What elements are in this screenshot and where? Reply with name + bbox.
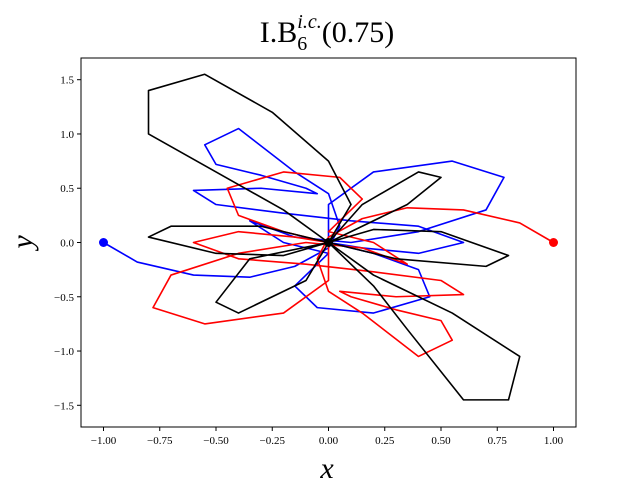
orbit-line: [152, 171, 554, 358]
x-tick-label: 1.00: [544, 435, 564, 447]
orbit-line: [147, 73, 521, 401]
start-point: [324, 238, 333, 247]
start-point: [99, 238, 108, 247]
plot-frame: [80, 57, 577, 428]
title-main: I.B: [260, 16, 298, 49]
x-tick-label: −0.25: [260, 435, 286, 447]
y-tick-label: 0.0: [60, 238, 74, 250]
chart-title: I.B6i.c.(0.75): [260, 11, 394, 55]
x-tick-label: 0.00: [319, 435, 339, 447]
x-axis-label: x: [319, 452, 334, 480]
x-tick-label: 0.50: [431, 435, 451, 447]
x-tick-label: 0.25: [375, 435, 395, 447]
y-tick-label: 1.5: [60, 75, 74, 87]
y-tick-label: −1.5: [54, 400, 74, 412]
y-tick-label: 0.5: [60, 183, 74, 195]
y-tick-label: −0.5: [54, 292, 74, 304]
x-tick-label: 0.75: [488, 435, 508, 447]
orbit-line: [103, 127, 505, 314]
title-sub: 6: [297, 33, 307, 55]
y-tick-label: 1.0: [60, 129, 74, 141]
x-tick-label: −0.50: [203, 435, 229, 447]
y-tick-label: −1.0: [54, 346, 74, 358]
y-axis-label: y: [6, 235, 39, 252]
title-arg: (0.75): [322, 16, 394, 49]
start-point: [549, 238, 558, 247]
x-tick-label: −1.00: [91, 435, 117, 447]
title-sup: i.c.: [297, 11, 321, 33]
x-tick-label: −0.75: [147, 435, 173, 447]
